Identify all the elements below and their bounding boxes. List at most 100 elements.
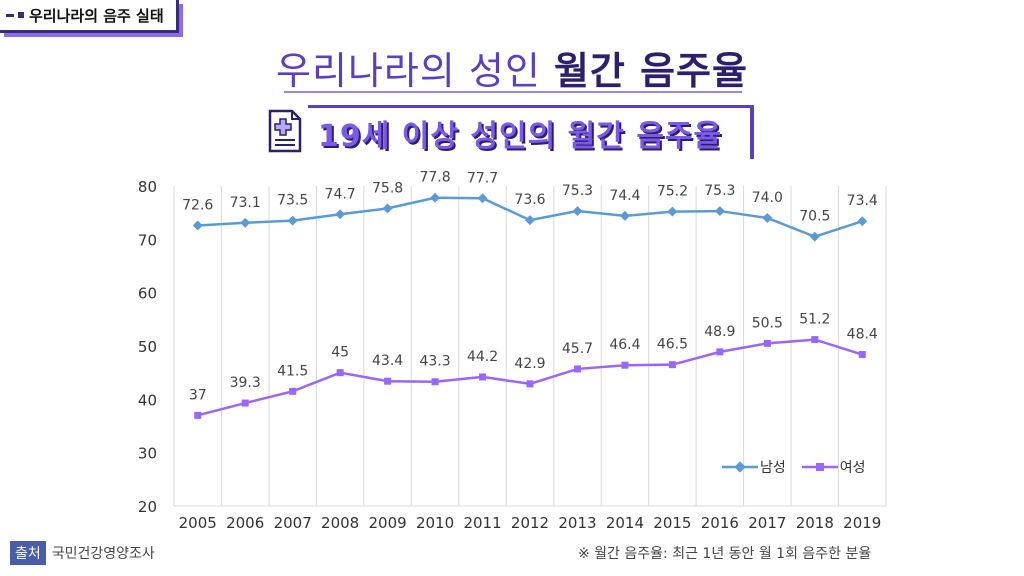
page-title-bold: 월간 음주율 [553, 49, 748, 93]
y-tick-label: 30 [138, 445, 157, 463]
y-tick-label: 40 [138, 391, 157, 409]
data-point [479, 373, 487, 381]
data-label: 74.7 [325, 186, 356, 202]
data-label: 75.3 [704, 183, 735, 199]
data-label: 73.4 [847, 193, 878, 209]
title-underline [284, 91, 742, 93]
data-labels: 72.6 73.1 73.5 74.7 75.8 77.8 77.7 73.6 75.3 74.4… [182, 170, 878, 404]
data-point [336, 369, 344, 377]
x-tick-label: 2015 [653, 514, 691, 532]
data-point [240, 217, 251, 228]
data-point [619, 210, 630, 221]
data-label: 45.7 [562, 341, 593, 357]
data-point [525, 215, 535, 226]
data-point [621, 361, 629, 369]
data-point [667, 206, 678, 217]
data-label: 75.8 [372, 180, 403, 196]
data-label: 46.5 [657, 337, 688, 353]
data-point [763, 339, 771, 347]
x-tick-label: 2011 [463, 514, 501, 532]
data-point [714, 206, 725, 217]
legend-item-male: 남성 [720, 457, 786, 477]
data-point [430, 192, 441, 203]
x-tick-label: 2016 [701, 514, 739, 532]
data-label: 42.9 [514, 356, 545, 372]
data-label: 73.6 [514, 192, 545, 208]
x-tick-label: 2008 [321, 514, 359, 532]
data-point [526, 380, 534, 388]
data-label: 75.3 [562, 183, 593, 199]
data-label: 70.5 [799, 209, 830, 225]
document-icon [268, 109, 302, 153]
y-tick-label: 20 [138, 498, 157, 516]
data-label: 50.5 [752, 315, 783, 331]
data-label: 41.5 [277, 363, 308, 379]
data-label: 43.3 [419, 354, 450, 370]
legend-male-label: 남성 [760, 460, 786, 476]
data-label: 45 [331, 345, 349, 361]
y-tick-label: 80 [138, 178, 157, 196]
data-label: 77.8 [419, 170, 450, 186]
data-label: 75.2 [657, 184, 688, 200]
data-label: 72.6 [182, 197, 213, 213]
data-point [668, 361, 676, 369]
data-label: 39.3 [230, 375, 261, 391]
subtitle-box: 19세 이상 성인의 월간 음주율 [268, 101, 754, 159]
data-point [858, 351, 866, 359]
legend-male-marker [722, 461, 758, 473]
data-label: 37 [189, 387, 207, 403]
section-tag-label: 우리나라의 음주 실태 [29, 6, 164, 25]
data-label: 48.4 [847, 327, 878, 343]
data-label: 43.4 [372, 353, 403, 369]
data-point [384, 377, 392, 385]
data-point [762, 213, 773, 223]
section-tag: 우리나라의 음주 실태 [0, 0, 179, 33]
x-tick-label: 2006 [226, 514, 264, 532]
x-tick-label: 2013 [558, 514, 596, 532]
data-label: 74.0 [752, 190, 783, 206]
data-point [192, 220, 203, 231]
x-tick-label: 2019 [843, 514, 881, 532]
data-label: 73.1 [230, 195, 261, 211]
source: 출처 국민건강영양조사 [10, 541, 155, 565]
legend-female-label: 여성 [839, 460, 866, 476]
data-point [716, 348, 724, 356]
data-point [382, 203, 393, 214]
data-label: 48.9 [704, 324, 735, 340]
x-tick-label: 2018 [796, 514, 834, 532]
y-tick-label: 70 [138, 231, 157, 249]
data-label: 74.4 [609, 188, 640, 204]
data-point [431, 378, 439, 386]
x-tick-label: 2010 [416, 514, 454, 532]
data-label: 51.2 [799, 312, 830, 328]
legend-item-female: 여성 [800, 457, 866, 477]
data-point [194, 411, 202, 419]
x-tick-label: 2007 [274, 514, 312, 532]
chart-series [192, 192, 868, 419]
data-point [241, 399, 249, 407]
source-text: 국민건강영양조사 [51, 546, 155, 562]
x-tick-label: 2012 [511, 514, 549, 532]
data-point [811, 336, 819, 344]
subtitle: 19세 이상 성인의 월간 음주율 [318, 119, 723, 154]
data-label: 73.5 [277, 193, 308, 209]
data-point [287, 215, 298, 226]
data-point [573, 365, 581, 373]
page-title-light: 우리나라의 성인 [276, 49, 541, 93]
x-tick-label: 2009 [369, 514, 407, 532]
x-tick-label: 2017 [748, 514, 786, 532]
x-axis: 2005 2006 2007 2008 2009 2010 2011 2012 2013 2014… [179, 514, 882, 532]
subtitle-right-bar [750, 105, 754, 159]
data-label: 44.2 [467, 349, 498, 365]
data-point [809, 231, 820, 242]
square-icon [18, 12, 24, 18]
data-point [477, 193, 488, 204]
data-point [335, 209, 346, 220]
footnote: ※ 월간 음주율: 최근 1년 동안 월 1회 음주한 분율 [578, 546, 872, 562]
y-axis: 20 30 40 50 60 70 80 [138, 178, 157, 516]
source-badge: 출처 [10, 541, 46, 565]
data-point [857, 216, 868, 227]
data-label: 46.4 [609, 337, 640, 353]
dash-icon [6, 13, 14, 17]
